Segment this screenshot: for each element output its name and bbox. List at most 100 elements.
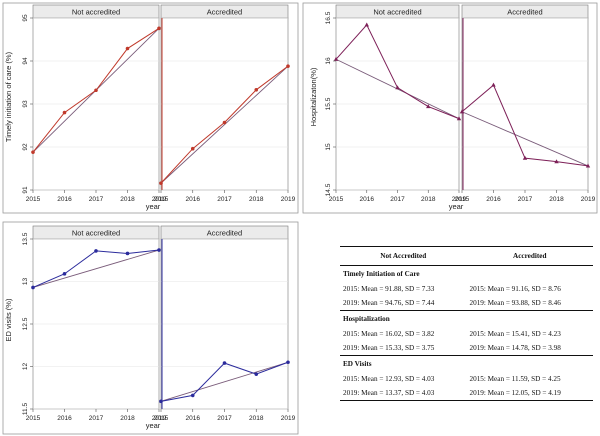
data-point (491, 82, 496, 87)
data-point (426, 104, 431, 109)
x-tick-label: 2018 (249, 196, 264, 203)
y-axis-title: Timely initiation of care (%) (4, 51, 13, 142)
data-point (222, 361, 227, 365)
data-point (254, 88, 259, 92)
y-axis-title: ED visits (%) (4, 298, 13, 341)
x-tick-label: 2017 (390, 196, 405, 203)
x-tick-label: 2018 (120, 415, 135, 422)
data-point (62, 272, 67, 276)
table-cell: 2015: Mean = 16.02, SD = 3.82 (343, 330, 435, 338)
x-tick-label: 2015 (329, 196, 344, 203)
x-tick-label: 2015 (26, 415, 41, 422)
x-tick-label: 2019 (281, 415, 296, 422)
x-tick-label: 2015 (455, 196, 470, 203)
x-tick-label: 2017 (217, 415, 232, 422)
x-tick-label: 2015 (26, 196, 41, 203)
data-point (364, 22, 369, 27)
table-cell: 2019: Mean = 12.05, SD = 4.19 (466, 386, 593, 401)
y-tick-label: 16.5 (325, 11, 332, 24)
data-point (254, 372, 259, 376)
table-cell: 2015: Mean = 91.16, SD = 8.76 (469, 285, 561, 293)
y-tick-label: 16 (325, 57, 332, 65)
data-point (459, 109, 465, 114)
fit-line (461, 111, 589, 167)
x-tick-label: 2017 (518, 196, 533, 203)
data-point (157, 26, 161, 31)
x-tick-label: 2016 (186, 196, 201, 203)
y-tick-label: 15 (325, 143, 332, 151)
x-tick-label: 2015 (154, 196, 169, 203)
data-point (522, 155, 528, 160)
table-cell: 2019: Mean = 93.88, SD = 8.46 (469, 299, 561, 307)
x-tick-label: 2018 (421, 196, 436, 203)
x-tick-label: 2019 (152, 196, 167, 203)
y-tick-label: 94 (22, 57, 29, 65)
panel-title: Not accredited (72, 8, 120, 17)
y-tick-label: 12 (22, 363, 29, 371)
panel-title: Accredited (207, 229, 242, 238)
y-tick-label: 92 (22, 143, 29, 151)
x-tick-label: 2017 (217, 196, 232, 203)
table-cell: 2015: Mean = 11.59, SD = 4.25 (469, 375, 561, 383)
table-cell: 2015: Mean = 15.41, SD = 4.23 (469, 330, 561, 338)
panel-title: Not accredited (72, 229, 120, 238)
table-col-not-accredited: Not Accredited (340, 246, 467, 266)
y-tick-label: 91 (22, 186, 29, 194)
data-point (159, 399, 163, 404)
x-tick-label: 2016 (186, 415, 201, 422)
data-point (456, 116, 462, 121)
y-tick-label: 15.5 (325, 97, 332, 110)
x-axis-title: year (449, 202, 464, 211)
table-cell: 2019: Mean = 14.78, SD = 3.98 (469, 344, 561, 352)
x-tick-label: 2019 (452, 196, 467, 203)
table-section-hospitalization: Hospitalization (340, 310, 593, 327)
data-point (333, 56, 339, 61)
data-point (159, 181, 163, 185)
data-point (585, 163, 591, 168)
data-point (222, 120, 227, 125)
data-point (190, 146, 195, 151)
table-section-ed-visits: ED Visits (340, 355, 593, 372)
y-tick-label: 14.5 (325, 183, 332, 196)
table-col-accredited: Accredited (466, 246, 593, 266)
data-point (62, 110, 67, 115)
data-point (286, 360, 290, 365)
data-point (94, 249, 98, 253)
fit-line (160, 361, 289, 402)
x-tick-label: 2018 (120, 196, 135, 203)
table-cell: 2019: Mean = 15.33, SD = 3.75 (343, 344, 435, 352)
y-tick-label: 13 (22, 278, 29, 286)
table-section-timely: Timely Initiation of Care (340, 265, 593, 282)
y-tick-label: 93 (22, 100, 29, 108)
x-tick-label: 2016 (486, 196, 501, 203)
x-tick-label: 2019 (281, 196, 296, 203)
x-tick-label: 2019 (152, 415, 167, 422)
x-tick-label: 2018 (249, 415, 264, 422)
panel-title: Accredited (207, 8, 242, 17)
x-tick-label: 2016 (57, 415, 72, 422)
data-point (31, 285, 35, 290)
y-tick-label: 12.5 (22, 317, 29, 330)
data-point (125, 46, 130, 51)
data-point (554, 159, 559, 164)
data-point (395, 85, 400, 90)
table-cell: 2015: Mean = 91.88, SD = 7.33 (343, 285, 435, 293)
summary-table: Not Accredited Accredited Timely Initiat… (340, 246, 593, 401)
panel-title: Not accredited (373, 8, 421, 17)
x-tick-label: 2019 (581, 196, 596, 203)
x-tick-label: 2016 (360, 196, 375, 203)
panel-title: Accredited (507, 8, 542, 17)
x-tick-label: 2016 (57, 196, 72, 203)
data-point (94, 88, 98, 93)
x-tick-label: 2017 (89, 415, 104, 422)
x-axis-title: year (146, 202, 161, 211)
data-point (190, 393, 195, 398)
data-point (157, 248, 161, 252)
data-point (31, 150, 35, 154)
y-tick-label: 95 (22, 14, 29, 22)
data-point (125, 251, 130, 256)
fit-line (160, 65, 289, 184)
x-tick-label: 2018 (549, 196, 564, 203)
x-axis-title: year (146, 421, 161, 430)
